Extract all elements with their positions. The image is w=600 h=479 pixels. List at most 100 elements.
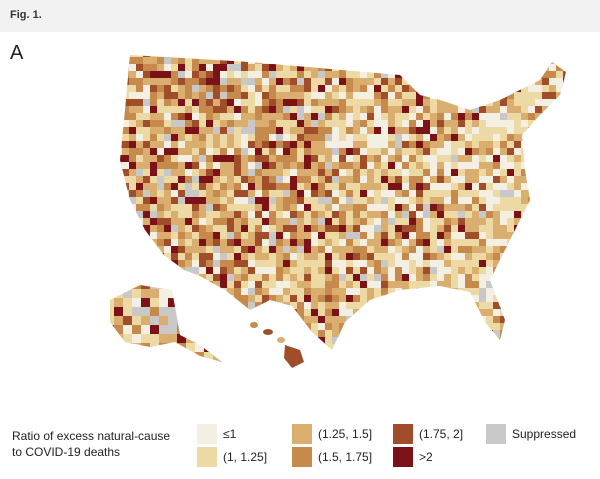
county: [164, 99, 172, 107]
county: [528, 190, 536, 198]
county: [304, 225, 312, 233]
county: [304, 267, 312, 275]
county: [409, 113, 417, 121]
county: [220, 330, 228, 338]
county: [402, 148, 410, 156]
county: [367, 344, 375, 350]
county: [479, 78, 487, 86]
county: [234, 190, 242, 198]
county: [132, 307, 142, 317]
county: [465, 71, 473, 79]
county: [549, 232, 557, 240]
county: [521, 274, 529, 282]
county: [276, 155, 284, 163]
county: [353, 85, 361, 93]
county: [346, 239, 354, 247]
county: [220, 64, 228, 72]
county: [388, 141, 396, 149]
county: [269, 57, 277, 65]
county: [199, 253, 207, 261]
county: [444, 330, 452, 338]
county: [234, 309, 242, 317]
county: [171, 127, 179, 135]
county: [318, 344, 326, 350]
county: [549, 260, 557, 268]
county: [192, 176, 200, 184]
county: [269, 351, 277, 359]
county: [437, 176, 445, 184]
county: [177, 352, 187, 362]
county: [241, 92, 249, 100]
county: [199, 155, 207, 163]
county: [346, 55, 354, 58]
county: [388, 253, 396, 261]
county: [486, 92, 494, 100]
county: [402, 99, 410, 107]
county: [114, 316, 124, 326]
county: [444, 155, 452, 163]
county: [123, 352, 133, 362]
county: [416, 267, 424, 275]
county: [416, 155, 424, 163]
county: [318, 120, 326, 128]
county: [542, 267, 550, 275]
county: [276, 323, 284, 331]
county: [346, 337, 354, 345]
county: [423, 337, 431, 345]
county: [479, 64, 487, 72]
county: [213, 106, 221, 114]
county: [381, 330, 389, 338]
county: [374, 141, 382, 149]
county: [248, 274, 256, 282]
county: [186, 289, 196, 299]
county: [318, 274, 326, 282]
county: [556, 330, 564, 338]
county: [255, 155, 263, 163]
county: [381, 281, 389, 289]
county: [248, 176, 256, 184]
county: [255, 316, 263, 324]
legend-swatch: [292, 447, 312, 467]
county: [556, 337, 564, 345]
county: [269, 64, 277, 72]
county: [241, 274, 249, 282]
county: [171, 211, 179, 219]
county: [325, 309, 333, 317]
county: [199, 127, 207, 135]
county: [276, 316, 284, 324]
county: [192, 55, 200, 58]
county: [500, 57, 508, 65]
county: [297, 57, 305, 65]
county: [110, 307, 115, 317]
county: [157, 218, 165, 226]
county: [332, 57, 340, 65]
county: [472, 225, 480, 233]
county: [120, 55, 123, 58]
county: [339, 337, 347, 345]
legend-label: (1.25, 1.5]: [318, 427, 373, 441]
county: [486, 155, 494, 163]
county: [444, 281, 452, 289]
county: [521, 85, 529, 93]
county: [177, 343, 187, 353]
county: [220, 99, 228, 107]
county: [479, 344, 487, 350]
county: [549, 218, 557, 226]
county: [549, 134, 557, 142]
county: [241, 113, 249, 121]
county: [297, 155, 305, 163]
county: [339, 330, 347, 338]
county: [178, 295, 186, 303]
county: [367, 218, 375, 226]
county: [283, 274, 291, 282]
county: [269, 183, 277, 191]
county: [325, 64, 333, 72]
county: [241, 232, 249, 240]
county: [402, 232, 410, 240]
county: [353, 99, 361, 107]
county: [248, 113, 256, 121]
county: [521, 169, 529, 177]
county: [206, 337, 214, 345]
county: [136, 232, 144, 240]
county: [171, 225, 179, 233]
